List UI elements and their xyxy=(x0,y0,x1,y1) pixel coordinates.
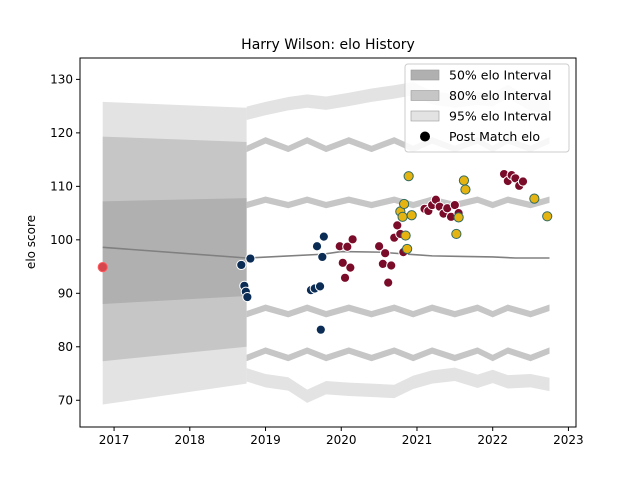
post-match-elo-point xyxy=(542,211,553,222)
post-match-elo-point xyxy=(337,257,348,268)
legend-label: 80% elo Interval xyxy=(449,88,551,103)
post-match-elo-point xyxy=(311,241,323,252)
post-match-elo-point xyxy=(458,175,470,186)
y-tick-label: 90 xyxy=(58,286,73,300)
y-tick-label: 110 xyxy=(50,179,73,193)
legend-swatch xyxy=(410,69,440,81)
post-match-elo-point xyxy=(402,243,413,255)
post-match-elo-point xyxy=(386,260,397,271)
x-tick-label: 2021 xyxy=(402,433,433,447)
legend-point-marker xyxy=(420,131,430,142)
elo-center-line xyxy=(102,246,550,259)
post-match-elo-point xyxy=(347,234,358,245)
post-match-elo-point xyxy=(397,211,408,222)
post-match-elo-point xyxy=(245,253,256,264)
post-match-elo-point xyxy=(403,171,414,182)
legend-swatch xyxy=(410,90,440,101)
chart-title: Harry Wilson: elo History xyxy=(241,37,415,53)
post-match-elo-point xyxy=(383,277,394,288)
x-tick-label: 2020 xyxy=(326,433,357,447)
post-match-elo-point xyxy=(315,324,326,335)
band-50-upper-strip xyxy=(246,196,550,209)
post-match-elo-point xyxy=(374,241,385,252)
post-match-elo-point xyxy=(392,220,403,231)
plot-area xyxy=(97,82,553,405)
post-match-elo-point xyxy=(406,210,417,221)
post-match-elo-point xyxy=(453,212,464,223)
post-match-elo-point xyxy=(317,251,328,263)
x-tick-label: 2023 xyxy=(553,433,584,447)
legend-box xyxy=(404,63,570,153)
post-match-elo-point xyxy=(449,199,460,211)
legend-label: 95% elo Interval xyxy=(449,109,551,124)
band-80-lower-strip xyxy=(246,347,550,362)
post-match-elo-point xyxy=(517,176,529,187)
x-tick-label: 2017 xyxy=(99,433,130,447)
post-match-elo-point xyxy=(400,230,411,241)
post-match-elo-point xyxy=(377,258,389,269)
post-match-elo-point xyxy=(314,281,326,292)
band-95-lower-strip xyxy=(246,367,550,403)
legend-label: Post Match elo xyxy=(449,129,540,144)
y-tick-label: 130 xyxy=(50,72,73,86)
post-match-elo-point xyxy=(242,291,253,303)
post-match-elo-point xyxy=(342,241,353,252)
y-tick-label: 80 xyxy=(58,340,73,354)
x-tick-label: 2019 xyxy=(250,433,281,447)
y-axis-label: elo score xyxy=(24,215,38,269)
x-axis: 2017 2018 2019 2020 2021 2022 2023 xyxy=(99,427,584,447)
x-tick-label: 2018 xyxy=(175,433,206,447)
legend-label: 50% elo Interval xyxy=(449,68,551,83)
legend-swatch xyxy=(410,110,440,122)
x-tick-label: 2022 xyxy=(477,433,508,447)
y-tick-label: 70 xyxy=(58,393,73,407)
post-match-elo-point xyxy=(236,259,247,271)
post-match-elo-point xyxy=(380,248,391,259)
post-match-elo-point xyxy=(529,193,540,204)
band-50-interval xyxy=(102,198,247,304)
post-match-elo-point xyxy=(345,262,356,273)
post-match-elo-point xyxy=(399,198,410,210)
band-50-lower-strip xyxy=(246,304,550,318)
post-match-elo-point xyxy=(460,184,471,195)
post-match-elo-point xyxy=(339,272,351,283)
plot-frame xyxy=(79,57,577,428)
legend: 50% elo Interval 80% elo Interval 95% elo … xyxy=(404,63,570,153)
y-tick-label: 100 xyxy=(50,233,73,247)
y-tick-label: 120 xyxy=(50,126,73,140)
post-match-elo-point xyxy=(318,231,329,242)
post-match-elo-point xyxy=(97,262,108,273)
y-axis: 70 80 90 100 110 120 130 xyxy=(50,72,80,407)
post-match-elo-point xyxy=(451,228,462,240)
